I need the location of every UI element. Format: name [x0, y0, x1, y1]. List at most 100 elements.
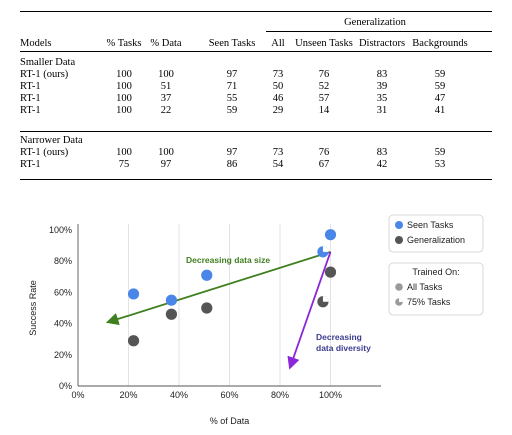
legend-all-tasks-label: All Tasks [407, 282, 443, 292]
table-cell: 86 [226, 159, 238, 170]
table-cell: 55 [226, 93, 238, 104]
row-model-name: RT-1 [20, 93, 41, 104]
y-tick-label: 40% [54, 319, 72, 329]
legend-generalization-marker [395, 236, 403, 244]
table-cell: 100 [116, 69, 132, 80]
chart-tick-labels: 0% 20% 40% 60% 80% 100% 0% 20% 40% 60% 80% 100% [49, 225, 342, 400]
table-cell: 97 [226, 147, 238, 158]
seen-tasks-point [165, 294, 178, 306]
table-cell: 73 [272, 69, 284, 80]
table-bottom-rule [20, 179, 492, 181]
seen-tasks-point [317, 246, 329, 258]
y-tick-label: 80% [54, 256, 72, 266]
table-cell: 35 [376, 93, 388, 104]
y-tick-label: 100% [49, 225, 72, 235]
row-model-name: RT-1 (ours) [20, 147, 69, 158]
table-cell: 31 [376, 105, 388, 116]
y-tick-label: 20% [54, 350, 72, 360]
chart-gridlines [128, 224, 331, 386]
y-tick-label: 0% [59, 381, 72, 391]
table-cell: 100 [116, 81, 132, 92]
table-header-rule [20, 51, 492, 52]
table-cell: 37 [160, 93, 172, 104]
table-cell: 100 [116, 105, 132, 116]
column-header: Models [20, 38, 52, 49]
table-cell: 59 [434, 81, 446, 92]
seen-tasks-point [201, 269, 213, 281]
x-tick-label: 60% [220, 390, 238, 400]
y-tick-label: 60% [54, 287, 72, 297]
seen-tasks-point [127, 288, 140, 300]
table-cell: 100 [158, 69, 174, 80]
table-cell: 51 [160, 81, 172, 92]
chart-axes [77, 224, 381, 387]
section-title: Narrower Data [20, 135, 83, 146]
table-cell: 67 [318, 159, 330, 170]
table-cell: 83 [376, 69, 388, 80]
legend-all-tasks-marker [395, 283, 403, 291]
column-header: All [271, 38, 285, 49]
table-cell: 73 [272, 147, 284, 158]
y-axis-label: Success Rate [28, 280, 38, 336]
table-cell: 100 [116, 147, 132, 158]
legend-seen-label: Seen Tasks [407, 220, 454, 230]
row-model-name: RT-1 (ours) [20, 69, 69, 80]
tasks-legend-title: Trained On: [412, 267, 459, 277]
table-cell: 41 [434, 105, 446, 116]
table-cell: 71 [226, 81, 238, 92]
row-model-name: RT-1 [20, 81, 41, 92]
table-cell: 14 [318, 105, 330, 116]
table-cell: 75 [118, 159, 130, 170]
table-cell: 39 [376, 81, 388, 92]
table-cell: 29 [272, 105, 284, 116]
table-cell: 97 [160, 159, 172, 170]
row-model-name: RT-1 [20, 159, 41, 170]
table-cell: 46 [272, 93, 284, 104]
table-cell: 59 [434, 147, 446, 158]
table-cell: 47 [434, 93, 446, 104]
section-title: Smaller Data [20, 57, 76, 68]
x-axis-label: % of Data [210, 416, 250, 426]
series-legend-box [388, 214, 484, 253]
generalization-point [324, 266, 337, 278]
table-cell: 83 [376, 147, 388, 158]
generalization-group-header: Generalization [344, 17, 406, 28]
column-header: Distractors [358, 38, 406, 49]
data-diversity-annotation-line2: data diversity [316, 343, 371, 353]
row-model-name: RT-1 [20, 105, 41, 116]
tasks-legend-box [388, 262, 484, 316]
table-cell: 57 [318, 93, 330, 104]
generalization-rule [266, 31, 492, 32]
table-cell: 76 [318, 147, 330, 158]
scatter-chart: 0% 20% 40% 60% 80% 100% 0% 20% 40% 60% 80% 100% Dec… [28, 214, 484, 426]
tasks-legend: Trained On: All Tasks 75% Tasks [388, 262, 484, 316]
table-cell: 100 [158, 147, 174, 158]
table-top-rule [20, 11, 492, 13]
chart-points [127, 229, 337, 347]
generalization-point [165, 308, 178, 320]
table-cell: 100 [116, 93, 132, 104]
table-cell: 54 [272, 159, 284, 170]
series-legend: Seen Tasks Generalization [388, 214, 484, 253]
x-tick-label: 40% [170, 390, 188, 400]
section-divider-rule [20, 131, 492, 132]
generalization-point [317, 296, 329, 308]
generalization-point [201, 302, 213, 314]
data-diversity-arrow [287, 251, 332, 370]
generalization-point [127, 335, 140, 347]
table-cell: 97 [226, 69, 238, 80]
table-cell: 42 [376, 159, 388, 170]
legend-generalization-label: Generalization [407, 235, 465, 245]
column-header: Unseen Tasks [295, 38, 353, 49]
table-cell: 52 [318, 81, 330, 92]
table-cell: 53 [434, 159, 446, 170]
data-size-annotation: Decreasing data size [186, 255, 270, 265]
x-tick-label: 20% [119, 390, 137, 400]
seen-tasks-point [324, 229, 337, 241]
x-tick-label: 100% [319, 390, 342, 400]
column-header: Seen Tasks [208, 38, 256, 49]
data-size-arrow [105, 250, 331, 326]
table-cell: 22 [160, 105, 172, 116]
legend-seen-marker [395, 221, 403, 229]
